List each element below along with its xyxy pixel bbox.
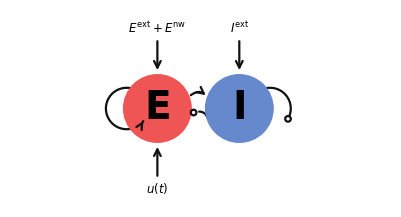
Circle shape [191, 110, 196, 115]
FancyArrowPatch shape [191, 87, 204, 95]
Text: $E^{\mathrm{ext}} + E^{\mathrm{nw}}$: $E^{\mathrm{ext}} + E^{\mathrm{nw}}$ [128, 21, 186, 36]
Text: I: I [232, 89, 247, 128]
Text: $u(t)$: $u(t)$ [146, 181, 168, 196]
Text: E: E [144, 89, 171, 128]
FancyArrowPatch shape [199, 112, 207, 117]
Circle shape [285, 116, 291, 122]
Text: $I^{\mathrm{ext}}$: $I^{\mathrm{ext}}$ [230, 21, 249, 36]
Circle shape [124, 75, 191, 142]
Circle shape [206, 75, 273, 142]
